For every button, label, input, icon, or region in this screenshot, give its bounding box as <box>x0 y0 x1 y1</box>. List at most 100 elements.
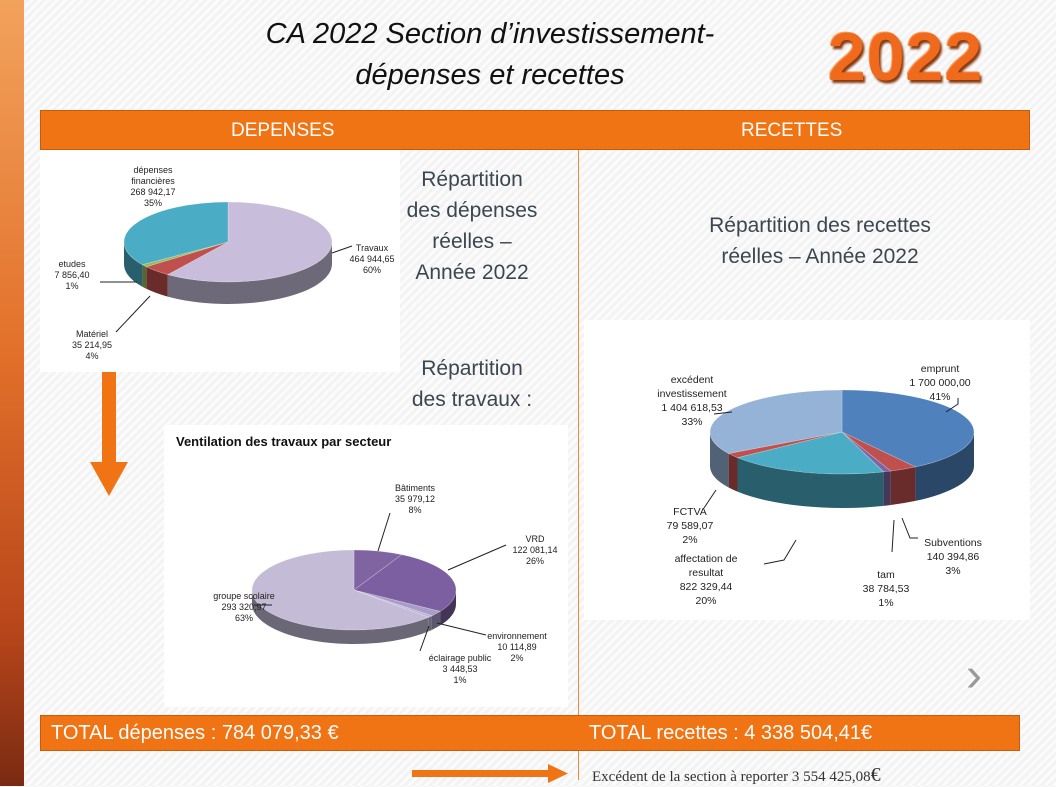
year-badge: 2022 <box>828 19 984 95</box>
slice-value: 1 404 618,53 <box>661 402 723 414</box>
slice-label: environnement <box>487 631 547 641</box>
slice-label: Travaux <box>355 243 389 253</box>
slice-value: 122 081,14 <box>512 545 558 555</box>
title-line-2: dépenses et recettes <box>355 59 625 91</box>
pie-slice <box>353 554 457 612</box>
slice-label: dépenses <box>133 165 173 175</box>
slice-pct: 60% <box>362 265 381 275</box>
pie-slice <box>353 589 433 618</box>
slice-pct: 1% <box>878 597 894 609</box>
slice-pct: 35% <box>143 198 162 208</box>
band-depenses: DEPENSES <box>231 120 335 141</box>
leader-line <box>703 489 717 509</box>
travaux-label-groupe-scolaire: groupe scolaire 293 320,97 63% <box>204 591 284 624</box>
totals-band: TOTAL dépenses : 784 079,33 € TOTAL rece… <box>40 715 1020 751</box>
pie-slice-side <box>146 266 168 297</box>
slice-label: investissement <box>657 388 727 400</box>
pie-slice-side <box>890 466 916 506</box>
pie-slice <box>709 389 843 454</box>
pie-slice <box>353 549 403 591</box>
pie-slice <box>736 431 885 475</box>
depenses-label-financieres: dépenses financières 268 942,17 35% <box>118 165 188 209</box>
next-slide-chevron-icon[interactable]: › <box>966 649 982 702</box>
slice-pct: 2% <box>682 534 698 546</box>
depenses-label-materiel: Matériel 35 214,95 4% <box>66 329 118 362</box>
slice-value: 822 329,44 <box>679 581 733 593</box>
pie-slice <box>123 201 229 266</box>
pie-slice-side <box>728 453 738 492</box>
slice-label: financières <box>131 176 175 186</box>
left-accent-bar <box>0 0 24 786</box>
slice-label: tam <box>877 569 895 581</box>
slice-label: excédent <box>670 374 714 386</box>
band-recettes: RECETTES <box>741 120 843 141</box>
section-divider <box>578 150 579 780</box>
slice-pct: 41% <box>929 391 951 403</box>
pie-slice <box>841 431 917 472</box>
recettes-label-emprunt: emprunt 1 700 000,00 41% <box>900 362 980 404</box>
slice-pct: 4% <box>85 351 99 361</box>
pie-slice-side <box>710 432 729 488</box>
slice-value: 1 700 000,00 <box>909 377 971 389</box>
travaux-chart-title: Ventilation des travaux par secteur <box>176 434 392 449</box>
total-depenses: TOTAL dépenses : 784 079,33 € <box>51 722 339 744</box>
leader-line <box>713 411 733 415</box>
caption-line: Répartition <box>421 168 523 191</box>
slice-label: VRD <box>525 534 545 544</box>
travaux-label-environnement: environnement 10 114,89 2% <box>482 631 552 664</box>
travaux-label-vrd: VRD 122 081,14 26% <box>510 534 560 567</box>
depenses-label-travaux: Travaux 464 944,65 60% <box>340 243 404 276</box>
recettes-label-subventions: Subventions 140 394,86 3% <box>916 536 990 578</box>
slice-label: affectation de <box>674 553 738 565</box>
pie-slice-side <box>124 242 143 287</box>
slice-label: etudes <box>58 259 86 269</box>
travaux-label-eclairage: éclairage public 3 448,53 1% <box>420 653 500 686</box>
slice-label: Bâtiments <box>394 483 436 493</box>
leader-line <box>763 539 797 565</box>
slice-value: 38 784,53 <box>862 583 910 595</box>
slice-pct: 26% <box>525 556 544 566</box>
slice-label: Subventions <box>924 537 982 549</box>
pie-slice-side <box>440 590 456 626</box>
section-band: DEPENSES RECETTES <box>40 110 1030 150</box>
pie-slice <box>251 549 430 631</box>
slice-value: 35 214,95 <box>71 340 113 350</box>
caption-line: des dépenses <box>406 199 538 222</box>
travaux-pie-chart <box>251 512 507 652</box>
slice-label: Matériel <box>75 329 108 339</box>
recettes-label-affectation: affectation de resultat 822 329,44 20% <box>666 552 746 608</box>
slice-value: 293 320,97 <box>221 602 267 612</box>
recettes-label-tam: tam 38 784,53 1% <box>858 568 914 610</box>
caption-line: Année 2022 <box>415 261 529 284</box>
slice-value: 464 944,65 <box>349 254 395 264</box>
leader-line <box>331 245 353 254</box>
depenses-caption: Répartition des dépenses réelles – Année… <box>392 164 552 288</box>
page-title: CA 2022 Section d’investissement- dépens… <box>180 14 800 96</box>
pie-slice <box>141 241 229 268</box>
slice-pct: 8% <box>408 505 422 515</box>
recettes-caption: Répartition des recettes réelles – Année… <box>650 210 990 272</box>
leader-line <box>891 519 895 553</box>
slice-value: 7 856,40 <box>54 270 90 280</box>
pie-slice <box>841 389 975 468</box>
right-arrow-icon <box>412 764 568 783</box>
pie-slice-side <box>737 457 884 508</box>
slice-pct: 33% <box>681 416 703 428</box>
travaux-label-batiments: Bâtiments 35 979,12 8% <box>390 483 440 516</box>
slice-value: 140 394,86 <box>926 551 980 563</box>
leader-line <box>945 398 959 413</box>
depenses-pie-chart <box>100 201 353 333</box>
title-line-1: CA 2022 Section d’investissement- <box>265 18 715 50</box>
slice-label: emprunt <box>920 363 960 375</box>
pie-slice <box>166 201 333 283</box>
slice-value: 79 589,07 <box>666 520 714 532</box>
leader-line <box>901 517 918 539</box>
pie-slice-side <box>167 242 332 304</box>
slice-pct: 1% <box>65 281 79 291</box>
recettes-label-excedent: excédent investissement 1 404 618,53 33% <box>650 373 734 429</box>
pie-slice-side <box>883 471 891 506</box>
caption-line: réelles – <box>432 230 512 253</box>
slice-pct: 2% <box>510 653 524 663</box>
slice-value: 35 979,12 <box>394 494 436 504</box>
leader-line <box>447 544 507 571</box>
